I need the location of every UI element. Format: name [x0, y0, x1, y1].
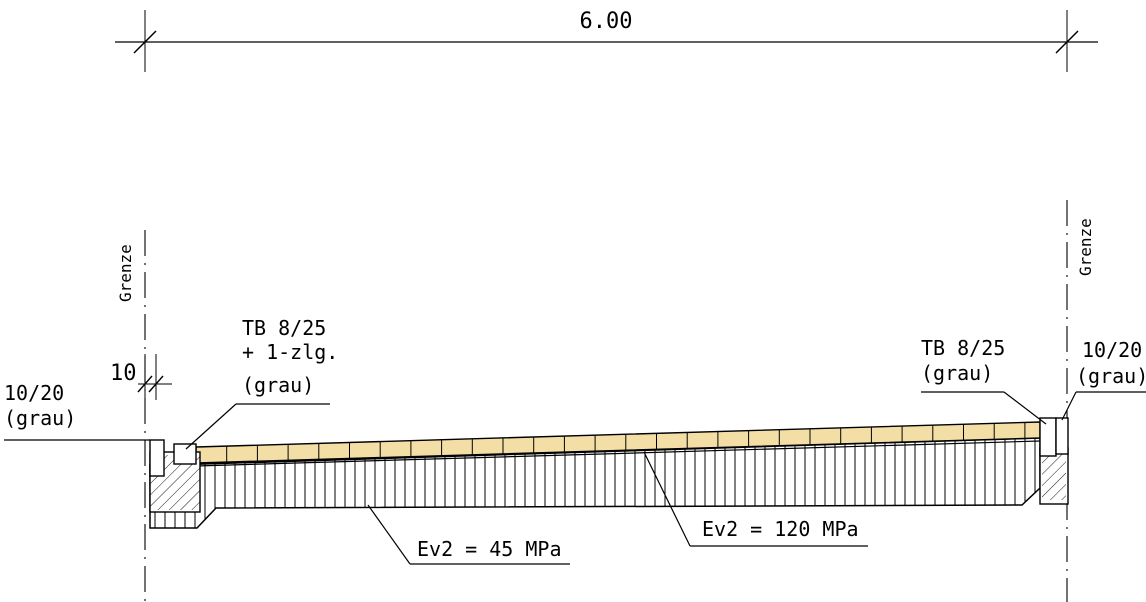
dimension-tick-right	[1055, 30, 1079, 54]
curb-right-tb	[1039, 417, 1057, 457]
boundary-left-label: Grenze	[116, 244, 135, 302]
left-curb-color: (grau)	[4, 406, 76, 430]
tb-left-line3: (grau)	[242, 373, 314, 397]
curb-right	[1039, 417, 1069, 505]
base-course-top-line	[195, 440, 1041, 467]
small-dimension-label: 10	[110, 361, 137, 386]
label-tb-right: TB 8/25 (grau)	[921, 336, 1047, 425]
curb-right-foundation-hatch	[1042, 452, 1066, 500]
boundary-left: Grenze	[116, 230, 146, 602]
curb-right-stone	[1055, 417, 1069, 455]
right-curb-size: 10/20	[1082, 338, 1142, 362]
overall-dimension: 6.00	[115, 9, 1098, 72]
boundary-right: Grenze	[1066, 200, 1095, 602]
label-left-curb: 10/20 (grau)	[4, 381, 150, 441]
dimension-tick-left	[133, 30, 157, 54]
curb-left-stone	[149, 439, 165, 477]
paving-joints	[226, 422, 1026, 463]
left-curb-size: 10/20	[4, 381, 64, 405]
tb-left-line1: TB 8/25	[242, 316, 326, 340]
tb-left-line2: + 1-zlg.	[242, 340, 338, 364]
tb-right-line1: TB 8/25	[921, 336, 1005, 360]
label-ev2-subgrade: Ev2 = 45 MPa	[367, 504, 570, 565]
curb-left-tb	[173, 443, 197, 465]
label-ev2-base: Ev2 = 120 MPa	[643, 451, 868, 547]
ev2-base-text: Ev2 = 120 MPa	[702, 517, 859, 541]
boundary-right-label: Grenze	[1076, 218, 1095, 276]
ev2-subgrade-text: Ev2 = 45 MPa	[417, 537, 562, 561]
right-curb-color: (grau)	[1076, 364, 1146, 388]
tb-right-line2: (grau)	[921, 361, 993, 385]
label-right-curb: 10/20 (grau)	[1061, 338, 1146, 421]
dimension-total-label: 6.00	[580, 9, 633, 34]
curb-left	[149, 439, 201, 513]
label-tb-left: TB 8/25 + 1-zlg. (grau)	[185, 316, 338, 450]
small-dimension: 10	[110, 354, 172, 400]
